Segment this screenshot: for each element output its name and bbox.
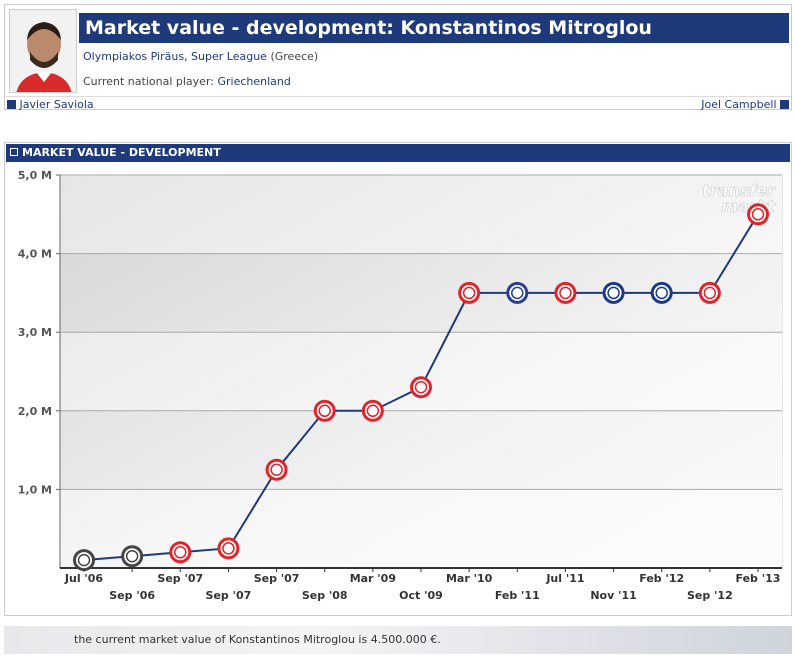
x-tick-label: Feb '12	[639, 572, 684, 585]
marker	[458, 281, 481, 304]
marker-core	[655, 286, 668, 300]
marker	[650, 281, 673, 304]
marker-core	[174, 546, 187, 559]
x-tick-label: Jul '06	[64, 572, 104, 585]
x-tick-label: Sep '07	[254, 572, 300, 585]
panel-title: MARKET VALUE - DEVELOPMENT	[6, 144, 790, 162]
x-tick-label: Sep '07	[206, 589, 252, 602]
next-player[interactable]: Joel Campbell	[701, 98, 789, 111]
marker-core	[77, 553, 91, 567]
nav-row: Javier Saviola Joel Campbell	[5, 96, 791, 111]
marker	[554, 281, 577, 304]
marker-core	[222, 542, 235, 555]
league-country: (Greece)	[270, 50, 319, 63]
marker-core	[559, 286, 572, 300]
page-title: Market value - development: Konstantinos…	[79, 13, 789, 43]
x-tick-label: Oct '09	[399, 589, 443, 602]
marker	[73, 549, 95, 572]
marker-core	[462, 286, 476, 300]
watermark: transfer	[702, 181, 776, 200]
x-tick-label: Sep '08	[302, 589, 348, 602]
x-tick-label: Sep '12	[687, 589, 733, 602]
x-tick-label: Sep '06	[109, 589, 155, 602]
club-line: Olympiakos Piräus, Super League (Greece)	[83, 50, 318, 63]
chart-panel: MARKET VALUE - DEVELOPMENT	[4, 142, 792, 616]
marker	[313, 399, 336, 422]
marker	[169, 541, 192, 564]
x-tick-label: Mar '09	[350, 572, 396, 585]
y-tick-label: 3,0 M	[18, 326, 52, 339]
x-tick-label: Sep '07	[157, 572, 203, 585]
x-tick-label: Feb '13	[736, 572, 781, 585]
national-label: Current national player:	[83, 75, 214, 88]
marker	[602, 281, 625, 304]
x-tick-label: Feb '11	[495, 589, 540, 602]
shine	[60, 175, 782, 568]
y-tick-label: 4,0 M	[18, 248, 52, 261]
marker	[217, 537, 240, 560]
marker-core	[270, 463, 283, 476]
prev-player-name[interactable]: Javier Saviola	[19, 98, 94, 111]
marker	[698, 281, 721, 304]
marker-core	[125, 549, 139, 563]
club-link[interactable]: Olympiakos Piräus, Super League	[83, 50, 267, 63]
x-tick-label: Jul '11	[545, 572, 584, 585]
y-tick-label: 2,0 M	[18, 405, 52, 418]
photo-art	[10, 10, 76, 92]
prev-player[interactable]: Javier Saviola	[7, 98, 94, 111]
marker	[506, 281, 529, 304]
y-tick-label: 1,0 M	[18, 483, 52, 496]
marker-core	[414, 380, 428, 394]
marker-core	[511, 286, 524, 300]
marker	[361, 399, 384, 422]
next-player-name[interactable]: Joel Campbell	[701, 98, 777, 111]
y-tick-label: 5,0 M	[18, 169, 52, 182]
marker-core	[751, 208, 765, 221]
marker	[747, 203, 769, 226]
footer-note: the current market value of Konstantinos…	[4, 626, 792, 654]
marker-core	[366, 404, 380, 418]
player-photo	[9, 9, 77, 93]
marker	[410, 376, 432, 399]
national-link[interactable]: Griechenland	[217, 75, 291, 88]
chart: 1,0 M2,0 M3,0 M4,0 M5,0 MtransfermarktJu…	[18, 169, 783, 602]
national-line: Current national player: Griechenland	[83, 75, 291, 88]
x-tick-label: Nov '11	[590, 589, 636, 602]
marker-core	[703, 286, 717, 300]
x-tick-label: Mar '10	[446, 572, 493, 585]
marker-core	[318, 404, 331, 418]
profile-header: Market value - development: Konstantinos…	[4, 4, 792, 111]
marker	[121, 545, 144, 568]
panel-icon	[10, 148, 18, 156]
marker-core	[607, 286, 620, 300]
marker	[265, 458, 288, 481]
